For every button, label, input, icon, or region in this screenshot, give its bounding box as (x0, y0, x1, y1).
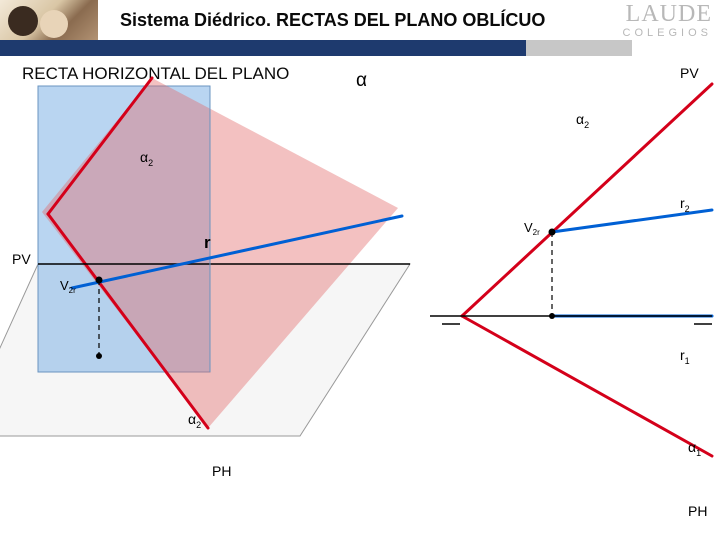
svg-text:α2: α2 (576, 111, 589, 130)
diagram-3d: αα2α2rV2rPVPH (0, 70, 410, 479)
svg-text:PV: PV (680, 65, 699, 81)
band-gray (526, 40, 632, 56)
diagram-svg: αα2α2rV2rPVPH PVα2V2rr2r1α1PH (0, 56, 720, 540)
logo: LAUDE COLEGIOS (623, 2, 712, 39)
svg-text:r2: r2 (680, 195, 690, 214)
slide: Sistema Diédrico. RECTAS DEL PLANO OBLÍC… (0, 0, 720, 540)
logo-sub: COLEGIOS (623, 28, 712, 39)
logo-main: LAUDE (623, 2, 712, 26)
svg-text:PH: PH (212, 463, 231, 479)
svg-text:V2r: V2r (524, 220, 540, 237)
diagram-2d: PV α2 V2r r2 r1 α1 PH (430, 65, 712, 519)
svg-text:r: r (204, 233, 211, 252)
page-title: Sistema Diédrico. RECTAS DEL PLANO OBLÍC… (120, 10, 545, 31)
svg-text:PH: PH (688, 503, 707, 519)
svg-text:r1: r1 (680, 347, 690, 366)
band-blue (0, 40, 526, 56)
svg-text:α1: α1 (688, 439, 701, 458)
svg-text:α: α (356, 70, 367, 91)
svg-text:PV: PV (12, 251, 31, 267)
